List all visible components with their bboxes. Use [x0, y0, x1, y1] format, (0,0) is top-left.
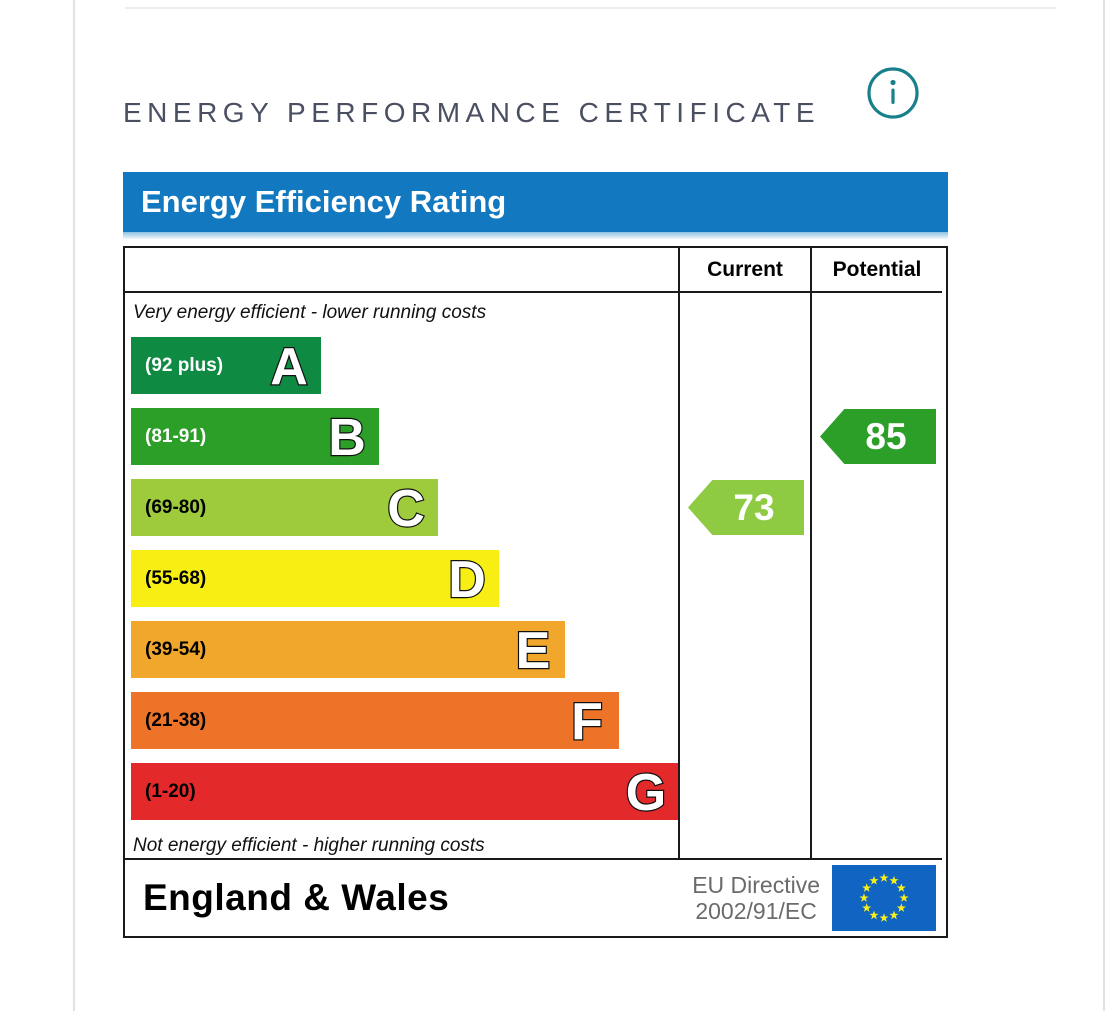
current-rating-arrow: 73 — [688, 480, 804, 535]
eu-flag-icon — [832, 865, 936, 931]
header-spacer-cell — [125, 248, 678, 293]
band-range-label: (69-80) — [145, 496, 207, 518]
band-letter: F — [570, 694, 604, 748]
left-page-divider — [73, 0, 75, 1011]
svg-text:E: E — [515, 623, 550, 677]
svg-text:D: D — [448, 552, 486, 606]
top-section-divider — [125, 7, 1056, 9]
band-row-d: (55-68) D — [131, 550, 678, 607]
chart-title-bevel — [123, 232, 948, 239]
chart-title-bar: Energy Efficiency Rating — [123, 172, 948, 232]
section-title: ENERGY PERFORMANCE CERTIFICATE — [123, 97, 821, 129]
chart-table: Current Potential Very energy efficient … — [123, 246, 948, 938]
top-efficiency-note: Very energy efficient - lower running co… — [133, 302, 487, 323]
band-letter: E — [514, 623, 551, 677]
bands-column: Very energy efficient - lower running co… — [125, 293, 678, 858]
region-label: England & Wales — [143, 877, 450, 918]
band-range-label: (55-68) — [145, 567, 207, 589]
band-range-label: (81-91) — [145, 425, 207, 447]
info-icon[interactable] — [866, 66, 920, 120]
band-row-e: (39-54) E — [131, 621, 678, 678]
band-row-f: (21-38) F — [131, 692, 678, 749]
band-range-label: (21-38) — [145, 709, 207, 731]
band-letter: C — [386, 481, 426, 535]
current-column-header: Current — [678, 248, 810, 293]
potential-rating-column: 85 — [810, 293, 942, 858]
band-letter: D — [447, 552, 487, 606]
svg-text:B: B — [328, 410, 366, 464]
band-letter: A — [269, 339, 309, 393]
potential-column-header: Potential — [810, 248, 942, 293]
potential-rating-arrow: 85 — [820, 409, 936, 464]
chart-footer: England & Wales EU Directive 2002/91/EC — [125, 858, 942, 936]
svg-text:C: C — [387, 481, 425, 535]
band-letter: G — [625, 765, 668, 819]
chart-title: Energy Efficiency Rating — [141, 184, 507, 219]
band-list: (92 plus) A (81-91) B — [131, 337, 678, 820]
band-row-c: (69-80) C — [131, 479, 678, 536]
band-range-label: (1-20) — [145, 780, 196, 802]
current-rating-value: 73 — [733, 486, 775, 528]
band-row-g: (1-20) G — [131, 763, 678, 820]
band-row-b: (81-91) B — [131, 408, 678, 465]
current-rating-column: 73 — [678, 293, 810, 858]
band-range-label: (39-54) — [145, 638, 207, 660]
band-row-a: (92 plus) A — [131, 337, 678, 394]
eu-directive-label: EU Directive 2002/91/EC — [692, 872, 820, 924]
band-range-label: (92 plus) — [145, 354, 224, 376]
energy-efficiency-chart: Energy Efficiency Rating Current Potenti… — [123, 172, 948, 938]
svg-text:A: A — [270, 339, 308, 393]
svg-text:G: G — [626, 765, 666, 819]
svg-text:F: F — [571, 694, 603, 748]
right-page-divider — [1103, 0, 1105, 1011]
potential-rating-value: 85 — [865, 415, 907, 457]
band-letter: B — [327, 410, 367, 464]
bottom-efficiency-note: Not energy efficient - higher running co… — [133, 835, 485, 856]
